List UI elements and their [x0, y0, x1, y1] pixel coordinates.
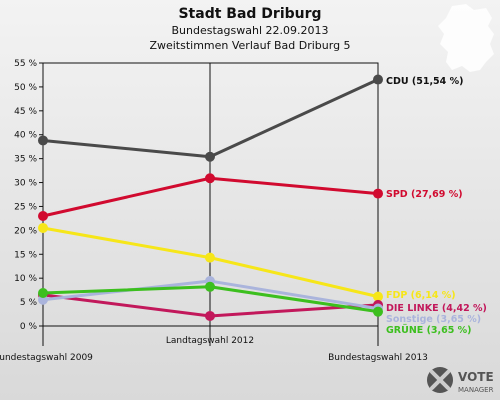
data-point — [373, 74, 383, 85]
data-point — [38, 222, 48, 233]
vote-x-icon — [427, 367, 453, 393]
chart-subtitle-2: Zweitstimmen Verlauf Bad Driburg 5 — [149, 39, 350, 52]
data-point — [205, 310, 215, 321]
x-tick-label: Bundestagswahl 2009 — [0, 353, 93, 363]
x-tick-label: Landtagswahl 2012 — [166, 336, 254, 346]
data-point — [38, 211, 48, 222]
y-tick-label: 50 % — [14, 83, 37, 93]
series-end-label: CDU (51,54 %) — [386, 76, 463, 87]
data-point — [38, 135, 48, 146]
germany-map-icon — [438, 4, 494, 72]
chart-title: Stadt Bad Driburg — [178, 6, 321, 22]
y-tick-label: 15 % — [14, 250, 37, 260]
y-tick-label: 45 % — [14, 107, 37, 117]
series-labels: CDU (51,54 %) SPD (27,69 %) FDP (6,14 %) DI… — [386, 76, 487, 336]
x-tick-label: Bundestagswahl 2013 — [328, 353, 428, 363]
series-end-label: DIE LINKE (4,42 %) — [386, 303, 487, 314]
data-point — [205, 281, 215, 292]
data-point — [205, 252, 215, 263]
y-tick-label: 25 % — [14, 202, 37, 212]
series-end-label: FDP (6,14 %) — [386, 290, 456, 301]
y-axis: 0 % 5 % 10 % 15 % 20 % 25 % 30 % 35 % 40 % 45 % 50… — [14, 59, 43, 332]
y-tick-label: 55 % — [14, 59, 37, 69]
data-point — [373, 291, 383, 302]
data-point — [38, 288, 48, 299]
y-tick-label: 40 % — [14, 131, 37, 141]
data-point — [373, 306, 383, 317]
y-tick-label: 20 % — [14, 226, 37, 236]
y-tick-label: 10 % — [14, 274, 37, 284]
y-tick-label: 5 % — [20, 298, 38, 308]
y-tick-label: 30 % — [14, 179, 37, 189]
series-end-label: Sonstige (3,65 %) — [386, 314, 481, 325]
series-end-label: SPD (27,69 %) — [386, 189, 463, 200]
logo-text-1: VOTE — [458, 370, 494, 384]
series-end-label: GRÜNE (3,65 %) — [386, 325, 472, 336]
series-lines — [38, 74, 383, 321]
votemanager-logo: VOTE MANAGER — [427, 367, 494, 394]
data-point — [373, 188, 383, 199]
logo-text-2: MANAGER — [458, 386, 494, 394]
y-tick-label: 35 % — [14, 155, 37, 165]
data-point — [205, 173, 215, 184]
data-point — [205, 151, 215, 162]
y-tick-label: 0 % — [20, 322, 38, 332]
chart-subtitle-1: Bundestagswahl 22.09.2013 — [172, 24, 329, 37]
